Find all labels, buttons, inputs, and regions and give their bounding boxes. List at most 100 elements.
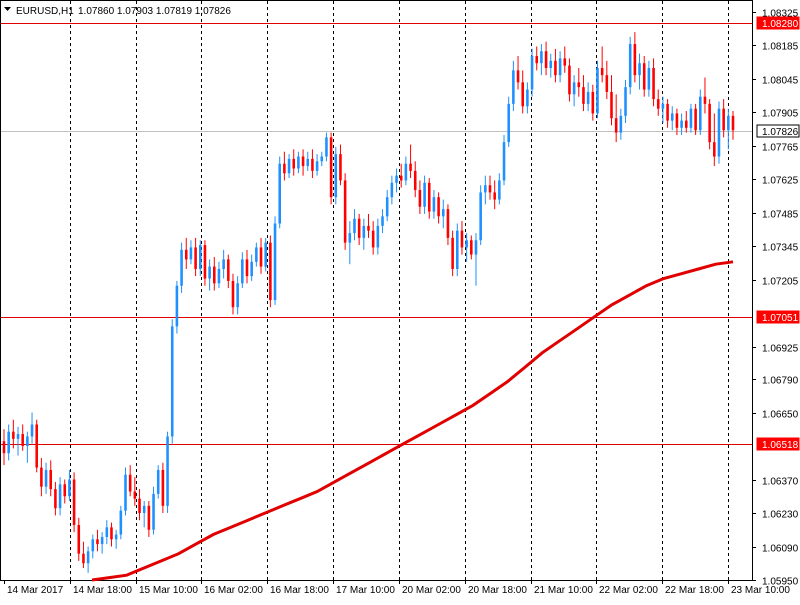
candle-body [311,158,314,171]
candle-body [381,216,384,226]
candle-body [516,70,520,83]
candle-body [119,510,123,535]
ytick-label: 1.07345 [762,243,799,254]
candle-body [124,474,127,511]
ytick-label: 1.08185 [762,42,799,53]
xtick-label: 14 Mar 2017 [7,585,64,596]
candle-body [255,247,258,262]
candle-body [26,436,29,447]
candle-body [40,467,43,487]
candle-body [694,108,697,131]
candle-body [343,180,347,243]
price-tag-box [756,124,800,138]
candle-body [703,96,707,104]
candle-body [348,233,352,243]
candle-body [357,218,361,238]
candle-body [371,230,375,248]
candle-body [213,266,216,284]
candle-body [287,158,291,174]
candle-body [250,261,253,277]
candle-body [432,197,436,212]
candle-body [484,185,487,193]
candle-body [717,108,721,157]
candle-body [441,209,445,217]
candle-body [451,237,454,269]
price-tag-box [756,310,800,324]
ytick-label: 1.06790 [762,376,799,387]
candle-body [236,283,239,308]
candle-body [540,51,543,64]
candle-body [86,551,90,564]
xtick-label: 20 Mar 18:00 [468,585,527,596]
candle-body [259,247,263,267]
candle-body [385,197,389,217]
candle-body [241,259,244,284]
candle-body [642,63,646,90]
candle-body [362,225,366,238]
candle-body [427,182,431,212]
xtick-label: 23 Mar 10:00 [731,585,790,596]
candle-body [409,163,412,171]
candle-body [446,209,450,238]
candle-body [198,245,202,269]
candle-body [390,182,394,198]
candle-body [661,103,665,109]
candle-body [105,527,109,537]
candle-body [133,491,137,499]
candle-body [399,175,403,181]
candle-body [647,67,651,90]
candle-body [498,180,501,200]
candle-body [227,259,230,281]
moving-average [91,260,734,582]
candle-body [100,536,104,545]
candle-body [600,67,604,76]
candle-body [689,108,693,128]
ytick-label: 1.08045 [762,76,799,87]
candle-body [423,182,426,207]
candle-body [526,89,529,107]
candle-body [591,91,595,114]
candle-body [315,161,319,171]
candle-body [395,175,398,183]
candle-body [77,524,81,554]
candle-body [535,56,539,64]
xtick-label: 14 Mar 18:00 [73,585,132,596]
candle-body [610,91,613,119]
candle-body [577,82,581,88]
candle-body [138,498,141,514]
candle-body [474,240,478,255]
candle-body [614,118,618,133]
candle-body [633,44,637,76]
candle-body [170,326,174,437]
candle-body [301,156,305,167]
ytick-label: 1.08325 [762,9,799,20]
candle-body [142,505,146,514]
xtick-label: 16 Mar 18:00 [270,585,329,596]
price-axis[interactable]: 1.08325 1.08185 1.08045 1.07905 1.07765 1.076… [752,0,799,588]
candle-body [727,115,730,131]
candle-body [217,268,221,284]
candle-body [670,113,674,121]
candle-body [264,242,267,267]
candle-body [35,424,38,468]
candle-body [530,56,534,90]
candle-body [413,170,417,191]
xtick-label: 15 Mar 10:00 [139,585,198,596]
candle-body [544,51,548,68]
candle-body [231,280,235,308]
candle-body [652,67,655,100]
candle-body [507,103,510,143]
candle-body [334,154,338,198]
xtick-label: 16 Mar 02:00 [204,585,263,596]
candle-body [320,156,324,162]
candle-body [21,434,24,447]
candle-body [666,103,669,121]
dropdown-triangle-icon[interactable] [4,7,11,11]
horizontal-lines[interactable] [1,23,752,445]
price-tag-box [756,16,800,30]
candle-body [203,245,207,279]
time-axis[interactable]: 14 Mar 2017 14 Mar 18:00 15 Mar 10:00 16 Ma… [4,580,791,596]
ytick-label: 1.07765 [762,143,799,154]
